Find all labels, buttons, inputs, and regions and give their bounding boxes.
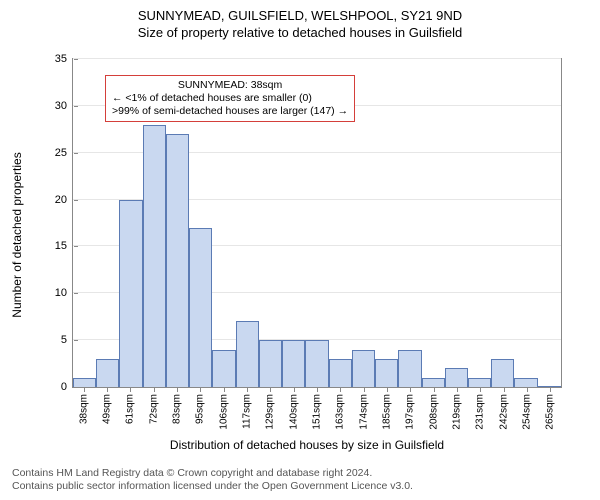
- chart-area: Number of detached properties SUNNYMEAD:…: [44, 50, 570, 420]
- x-tick-label: 242sqm: [498, 394, 509, 430]
- x-tick: 95sqm: [189, 388, 212, 438]
- x-tick: 197sqm: [399, 388, 422, 438]
- x-tick: 38sqm: [72, 388, 95, 438]
- x-tick: 129sqm: [259, 388, 282, 438]
- x-tick: 219sqm: [445, 388, 468, 438]
- bar: [73, 378, 96, 387]
- bar: [422, 378, 445, 387]
- bar: [329, 359, 352, 387]
- x-tick: 231sqm: [469, 388, 492, 438]
- x-tick: 163sqm: [329, 388, 352, 438]
- y-tick-label: 5: [61, 334, 73, 346]
- bar: [352, 350, 375, 387]
- bar: [305, 340, 328, 387]
- x-tick-label: 231sqm: [475, 394, 486, 430]
- x-tick-label: 254sqm: [521, 394, 532, 430]
- x-tick-label: 151sqm: [311, 394, 322, 430]
- annotation-left-line: ← <1% of detached houses are smaller (0): [112, 92, 348, 105]
- x-tick: 83sqm: [165, 388, 188, 438]
- bar: [282, 340, 305, 387]
- y-axis-label: Number of detached properties: [10, 152, 24, 317]
- x-tick: 242sqm: [492, 388, 515, 438]
- x-tick: 174sqm: [352, 388, 375, 438]
- bar: [96, 359, 119, 387]
- x-tick-label: 197sqm: [405, 394, 416, 430]
- bar: [212, 350, 235, 387]
- x-tick: 208sqm: [422, 388, 445, 438]
- annotation-right-line: >99% of semi-detached houses are larger …: [112, 105, 348, 118]
- y-tick-label: 35: [55, 53, 73, 65]
- footer-line-1: Contains HM Land Registry data © Crown c…: [12, 467, 413, 481]
- y-tick-label: 20: [55, 194, 73, 206]
- x-tick: 117sqm: [235, 388, 258, 438]
- x-tick-label: 129sqm: [265, 394, 276, 430]
- title-line-1: SUNNYMEAD, GUILSFIELD, WELSHPOOL, SY21 9…: [0, 8, 600, 25]
- y-tick-label: 25: [55, 147, 73, 159]
- x-tick-label: 106sqm: [218, 394, 229, 430]
- x-tick: 185sqm: [375, 388, 398, 438]
- bar: [514, 378, 537, 387]
- bar: [468, 378, 491, 387]
- x-tick-label: 95sqm: [195, 394, 206, 424]
- bar: [491, 359, 514, 387]
- x-tick-label: 219sqm: [451, 394, 462, 430]
- footer-line-2: Contains public sector information licen…: [12, 480, 413, 494]
- annotation-box: SUNNYMEAD: 38sqm ← <1% of detached house…: [105, 75, 355, 122]
- bar: [445, 368, 468, 387]
- x-tick: 61sqm: [119, 388, 142, 438]
- bar: [119, 200, 142, 387]
- x-tick-label: 61sqm: [125, 394, 136, 424]
- bar: [143, 125, 166, 387]
- x-tick-label: 163sqm: [335, 394, 346, 430]
- y-tick-label: 10: [55, 287, 73, 299]
- bar: [398, 350, 421, 387]
- chart-title-block: SUNNYMEAD, GUILSFIELD, WELSHPOOL, SY21 9…: [0, 0, 600, 42]
- x-tick-label: 49sqm: [101, 394, 112, 424]
- bar: [236, 321, 259, 387]
- plot-region: SUNNYMEAD: 38sqm ← <1% of detached house…: [72, 58, 562, 388]
- x-tick-label: 72sqm: [148, 394, 159, 424]
- x-tick: 106sqm: [212, 388, 235, 438]
- x-tick-label: 83sqm: [171, 394, 182, 424]
- bar: [189, 228, 212, 387]
- y-tick-label: 15: [55, 240, 73, 252]
- x-tick-label: 185sqm: [381, 394, 392, 430]
- bar: [538, 386, 561, 387]
- bar: [259, 340, 282, 387]
- x-tick: 49sqm: [95, 388, 118, 438]
- x-tick-label: 174sqm: [358, 394, 369, 430]
- annotation-title: SUNNYMEAD: 38sqm: [112, 79, 348, 92]
- y-tick-label: 30: [55, 100, 73, 112]
- x-tick: 254sqm: [515, 388, 538, 438]
- x-tick-label: 140sqm: [288, 394, 299, 430]
- x-ticks: 38sqm 49sqm 61sqm 72sqm 83sqm 95sqm 106sqm 117s…: [72, 388, 562, 438]
- footer-attribution: Contains HM Land Registry data © Crown c…: [12, 467, 413, 494]
- x-axis-label: Distribution of detached houses by size …: [44, 438, 570, 452]
- x-tick-label: 265sqm: [545, 394, 556, 430]
- bar: [166, 134, 189, 387]
- x-tick: 265sqm: [539, 388, 562, 438]
- bar: [375, 359, 398, 387]
- x-tick: 140sqm: [282, 388, 305, 438]
- x-tick-label: 38sqm: [78, 394, 89, 424]
- x-tick-label: 117sqm: [241, 394, 252, 429]
- x-tick: 151sqm: [305, 388, 328, 438]
- x-tick: 72sqm: [142, 388, 165, 438]
- title-line-2: Size of property relative to detached ho…: [0, 25, 600, 42]
- x-tick-label: 208sqm: [428, 394, 439, 430]
